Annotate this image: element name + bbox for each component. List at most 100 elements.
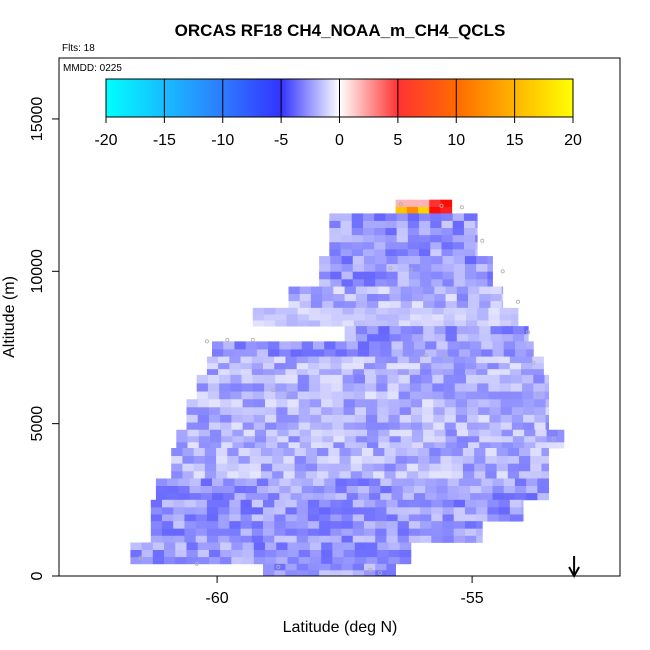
heatmap-cell — [333, 441, 345, 449]
heatmap-cell — [276, 399, 288, 408]
heatmap-cell — [468, 333, 480, 342]
heatmap-cell — [386, 569, 396, 577]
heatmap-cell — [444, 414, 457, 423]
heatmap-cell — [476, 263, 488, 272]
heatmap-cell — [218, 499, 230, 508]
heatmap-cell — [277, 441, 289, 449]
heatmap-cell — [440, 448, 453, 457]
heatmap-cell — [287, 556, 300, 565]
heatmap-cell — [458, 478, 471, 486]
heatmap-cell — [487, 271, 493, 280]
heatmap-cell — [373, 470, 385, 479]
heatmap-cell — [241, 391, 254, 400]
colorbar-tick-label: -15 — [153, 132, 176, 149]
heatmap-cell — [296, 368, 309, 376]
heatmap-cell — [378, 300, 390, 309]
heatmap-cell — [234, 341, 247, 350]
heatmap-cell — [386, 368, 399, 376]
heatmap-cell — [363, 499, 376, 508]
heatmap-cell — [468, 435, 480, 443]
track-point — [500, 269, 505, 274]
heatmap-cell — [218, 506, 230, 515]
heatmap-cell — [240, 368, 253, 376]
heatmap-cell — [322, 441, 334, 449]
heatmap-cell — [354, 542, 367, 550]
heatmap-cell — [431, 514, 443, 522]
heatmap-cell — [186, 542, 199, 550]
heatmap-cell — [375, 514, 387, 522]
heatmap-cell — [487, 514, 500, 522]
heatmap-cell — [332, 406, 344, 415]
heatmap-cell — [341, 528, 354, 536]
heatmap-cell — [308, 374, 321, 384]
heatmap-cell — [155, 478, 168, 486]
heatmap-cell — [218, 521, 230, 529]
heatmap-cell — [380, 492, 392, 501]
heatmap-cell — [189, 492, 202, 501]
heatmap-cell — [276, 422, 288, 431]
heatmap-cell — [434, 326, 446, 335]
heatmap-cell — [234, 492, 247, 501]
y-tick-label: 5000 — [29, 406, 46, 442]
heatmap-cell — [409, 391, 422, 400]
heatmap-cell — [408, 368, 421, 376]
heatmap-cell — [474, 463, 486, 472]
heatmap-cell — [328, 455, 340, 464]
heatmap-cell — [406, 199, 419, 207]
heatmap-cell — [206, 499, 219, 508]
heatmap-cell — [232, 441, 245, 449]
heatmap-cell — [445, 326, 458, 335]
heatmap-cell — [420, 271, 432, 280]
heatmap-cell — [443, 307, 456, 315]
heatmap-cell — [442, 506, 455, 515]
heatmap-cell — [152, 542, 165, 550]
heatmap-cell — [468, 429, 480, 437]
heatmap-cell — [310, 286, 323, 295]
heatmap-cell — [260, 448, 273, 457]
heatmap-cell — [398, 383, 411, 392]
heatmap-cell — [330, 368, 342, 376]
heatmap-cell — [240, 521, 253, 529]
heatmap-cell — [182, 448, 195, 457]
heatmap-cell — [463, 234, 476, 243]
heatmap-cell — [399, 399, 412, 408]
heatmap-cell — [263, 521, 275, 529]
heatmap-cell — [219, 383, 231, 392]
heatmap-cell — [430, 248, 442, 257]
heatmap-cell — [357, 341, 370, 350]
heatmap-cell — [152, 549, 165, 558]
heatmap-cell — [477, 307, 489, 315]
heatmap-cell — [171, 470, 183, 479]
heatmap-cell — [468, 326, 480, 335]
heatmap-cell — [242, 556, 255, 565]
heatmap-cell — [397, 368, 410, 376]
heatmap-cell — [423, 333, 435, 342]
heatmap-cell — [204, 448, 217, 457]
heatmap-cell — [265, 542, 277, 550]
heatmap-cell — [406, 448, 419, 457]
heatmap-cell — [294, 470, 307, 479]
heatmap-cell — [232, 429, 245, 437]
heatmap-cell — [243, 429, 256, 437]
heatmap-cell — [532, 356, 544, 364]
heatmap-cell — [487, 362, 500, 370]
heatmap-cell — [503, 485, 516, 494]
heatmap-cell — [421, 313, 433, 321]
heatmap-cell — [207, 383, 220, 392]
heatmap-cell — [252, 383, 265, 392]
heatmap-cell — [375, 521, 387, 529]
heatmap-cell — [218, 528, 230, 536]
heatmap-cell — [279, 478, 291, 486]
heatmap-cell — [218, 356, 230, 364]
heatmap-cell — [487, 356, 500, 364]
heatmap-cell — [218, 535, 230, 543]
heatmap-cell — [456, 441, 469, 449]
heatmap-cell — [389, 333, 402, 342]
heatmap-cell — [535, 429, 547, 437]
heatmap-cell — [352, 569, 365, 577]
heatmap-cell — [309, 556, 322, 565]
heatmap-cell — [182, 470, 195, 479]
heatmap-cell — [464, 256, 477, 265]
heatmap-cell — [363, 362, 376, 370]
heatmap-cell — [197, 549, 210, 558]
